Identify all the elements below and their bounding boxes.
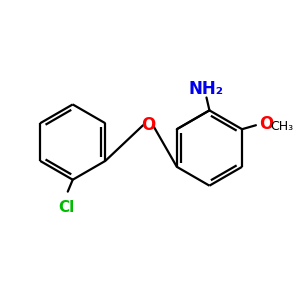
Text: O: O	[259, 115, 273, 133]
Text: NH₂: NH₂	[189, 80, 224, 98]
Text: Cl: Cl	[59, 200, 75, 214]
Text: O: O	[141, 116, 155, 134]
Text: CH₃: CH₃	[270, 120, 293, 133]
